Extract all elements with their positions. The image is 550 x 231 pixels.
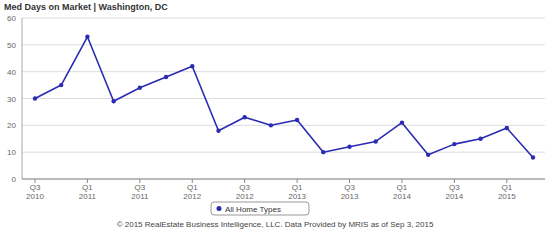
series-point [505, 126, 509, 130]
grid-line [22, 125, 545, 126]
x-tick-label-part: 2014 [445, 192, 463, 201]
x-tick-label: Q32010 [26, 183, 44, 201]
series-point [478, 137, 482, 141]
x-tick-label-part: Q3 [239, 183, 250, 192]
x-tick-label-part: Q1 [187, 183, 198, 192]
series-point [400, 120, 404, 124]
y-tick-label: 0 [12, 175, 17, 184]
x-tick-label: Q32014 [445, 183, 463, 201]
x-tick-label: Q12013 [288, 183, 306, 201]
series-point [242, 115, 246, 119]
x-tick-label-part: Q3 [344, 183, 355, 192]
legend: All Home Types [211, 202, 309, 215]
series-point [374, 139, 378, 143]
series-point [452, 142, 456, 146]
y-axis-line [22, 18, 23, 179]
y-tick-label: 10 [7, 148, 16, 157]
series-point [269, 123, 273, 127]
series-point [164, 75, 168, 79]
legend-label: All Home Types [225, 205, 281, 214]
x-tick-label-part: Q3 [30, 183, 41, 192]
x-tick-label-part: 2013 [288, 192, 306, 201]
x-tick-label-part: Q1 [501, 183, 512, 192]
y-tick-label: 50 [7, 41, 16, 50]
x-tick-label-part: 2011 [79, 192, 97, 201]
x-tick-label-part: 2011 [131, 192, 149, 201]
x-tick-label-part: Q3 [449, 183, 460, 192]
chart-root: Med Days on Market | Washington, DC 0 10 20… [0, 0, 550, 231]
series-point [347, 145, 351, 149]
series-line [35, 37, 533, 158]
x-tick-label: Q32013 [341, 183, 359, 201]
x-tick-label-part: 2013 [341, 192, 359, 201]
source-note: © 2015 RealEstate Business Intelligence,… [117, 220, 434, 229]
legend-box [211, 202, 309, 215]
grid-line [22, 152, 545, 153]
x-tick-label: Q12014 [393, 183, 411, 201]
grid-line [22, 18, 545, 19]
x-tick-label-part: 2012 [183, 192, 201, 201]
plot-area [33, 35, 535, 160]
x-axis-line [22, 179, 545, 180]
x-tick-label-part: 2012 [236, 192, 254, 201]
series-point [59, 83, 63, 87]
y-tick-label: 40 [7, 68, 16, 77]
series-point [111, 99, 115, 103]
x-tick-label-part: Q1 [82, 183, 93, 192]
grid-line [22, 44, 545, 45]
x-tick-label-part: 2014 [393, 192, 411, 201]
x-tick-label: Q12012 [183, 183, 201, 201]
x-tick-label-part: 2010 [26, 192, 44, 201]
grid-line [22, 98, 545, 99]
series-point [295, 118, 299, 122]
x-tick-label-part: Q3 [135, 183, 146, 192]
y-tick-label: 20 [7, 121, 16, 130]
x-tick-label-part: Q1 [292, 183, 303, 192]
x-tick-label-part: 2015 [498, 192, 516, 201]
series-point [190, 64, 194, 68]
series-point [531, 155, 535, 159]
y-tick-label: 30 [7, 95, 16, 104]
series-point [85, 35, 89, 39]
series-point [138, 86, 142, 90]
grid-line [22, 71, 545, 72]
y-tick-label: 60 [7, 14, 16, 23]
series-point [216, 129, 220, 133]
x-tick-label-part: Q1 [397, 183, 408, 192]
series-point [426, 153, 430, 157]
x-tick-label: Q12011 [79, 183, 97, 201]
x-tick-label: Q32011 [131, 183, 149, 201]
chart-title: Med Days on Market | Washington, DC [4, 2, 168, 12]
series-point [321, 150, 325, 154]
x-tick-label: Q32012 [236, 183, 254, 201]
chart-svg: Med Days on Market | Washington, DC 0 10 20… [0, 0, 550, 231]
grid-line [22, 179, 545, 180]
legend-marker [217, 206, 222, 211]
x-tick-label: Q12015 [498, 183, 516, 201]
series-point [33, 96, 37, 100]
